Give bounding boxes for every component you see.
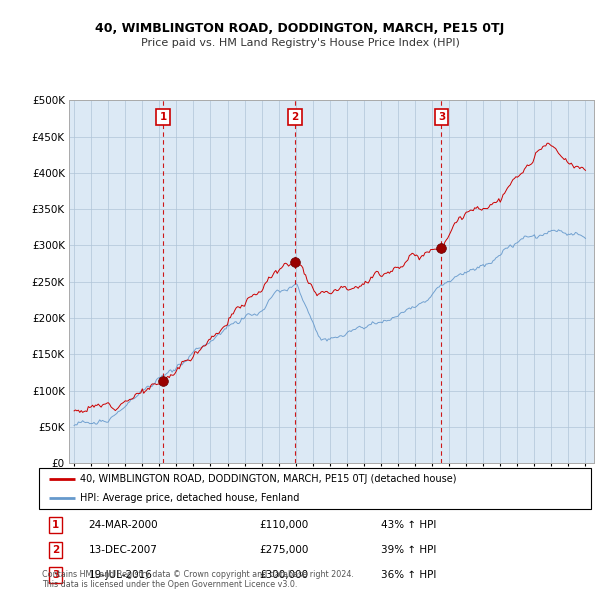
Text: 36% ↑ HPI: 36% ↑ HPI	[381, 570, 437, 580]
Text: £300,000: £300,000	[260, 570, 309, 580]
Text: 40, WIMBLINGTON ROAD, DODDINGTON, MARCH, PE15 0TJ (detached house): 40, WIMBLINGTON ROAD, DODDINGTON, MARCH,…	[80, 474, 457, 484]
Text: 1: 1	[52, 520, 59, 530]
Text: 24-MAR-2000: 24-MAR-2000	[89, 520, 158, 530]
Text: 2: 2	[52, 545, 59, 555]
Text: £275,000: £275,000	[260, 545, 309, 555]
Text: Price paid vs. HM Land Registry's House Price Index (HPI): Price paid vs. HM Land Registry's House …	[140, 38, 460, 48]
Text: £110,000: £110,000	[260, 520, 309, 530]
Text: 40, WIMBLINGTON ROAD, DODDINGTON, MARCH, PE15 0TJ: 40, WIMBLINGTON ROAD, DODDINGTON, MARCH,…	[95, 22, 505, 35]
Text: 43% ↑ HPI: 43% ↑ HPI	[381, 520, 437, 530]
Text: 39% ↑ HPI: 39% ↑ HPI	[381, 545, 437, 555]
Text: 3: 3	[52, 570, 59, 580]
Text: 13-DEC-2007: 13-DEC-2007	[89, 545, 158, 555]
Text: HPI: Average price, detached house, Fenland: HPI: Average price, detached house, Fenl…	[80, 493, 300, 503]
Text: 2: 2	[292, 112, 299, 122]
Text: 3: 3	[438, 112, 445, 122]
FancyBboxPatch shape	[39, 468, 591, 509]
Text: Contains HM Land Registry data © Crown copyright and database right 2024.
This d: Contains HM Land Registry data © Crown c…	[42, 570, 354, 589]
Text: 19-JUL-2016: 19-JUL-2016	[89, 570, 152, 580]
Text: 1: 1	[160, 112, 167, 122]
